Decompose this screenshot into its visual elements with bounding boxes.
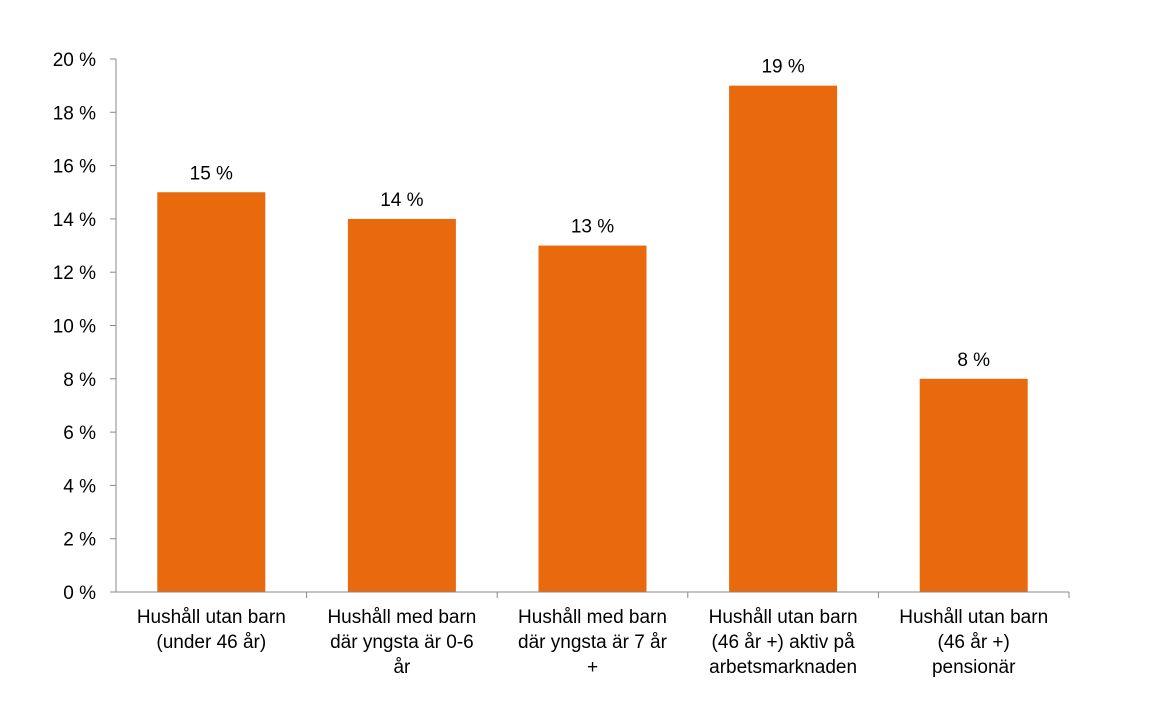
data-labels: 15 % 14 % 13 % 19 % 8 % bbox=[190, 57, 991, 371]
x-tick-label-line: där yngsta är 0-6 bbox=[330, 632, 474, 653]
x-tick-label-line: där yngsta är 7 år bbox=[518, 632, 668, 653]
y-tick-label: 6 % bbox=[63, 423, 96, 444]
x-tick-label-line: + bbox=[587, 657, 598, 678]
bar bbox=[919, 378, 1028, 592]
data-label: 14 % bbox=[380, 190, 423, 211]
x-tick-label: Hushåll utan barn (46 år +) aktiv på arbet… bbox=[709, 607, 858, 678]
x-tick-label-line: Hushåll utan barn bbox=[709, 607, 858, 628]
x-tick-label: Hushåll utan barn (46 år +) pensionär bbox=[899, 607, 1048, 678]
x-tick-label-line: Hushåll utan barn bbox=[899, 607, 1048, 628]
y-tick-label: 20 % bbox=[53, 50, 96, 71]
category-labels: Hushåll utan barn (under 46 år) Hushåll me… bbox=[137, 592, 1070, 678]
x-tick-label: Hushåll med barn där yngsta är 0-6 år bbox=[327, 607, 476, 678]
data-label: 13 % bbox=[571, 217, 614, 238]
y-axis-ticks: 0 % 2 % 4 % 6 % 8 % 10 % 12 % 14 % 16 % 18 % 20 % bbox=[53, 50, 116, 604]
bar bbox=[538, 245, 647, 593]
bar bbox=[157, 192, 266, 592]
y-tick-label: 4 % bbox=[63, 476, 96, 497]
y-tick-label: 12 % bbox=[53, 263, 96, 284]
y-tick-label: 10 % bbox=[53, 317, 96, 338]
x-tick-label-line: (46 år +) aktiv på bbox=[712, 632, 856, 653]
x-tick-label-line: pensionär bbox=[932, 657, 1016, 678]
y-tick-label: 18 % bbox=[53, 103, 96, 124]
x-tick-label-line: Hushåll utan barn bbox=[137, 607, 286, 628]
data-label: 15 % bbox=[190, 163, 233, 184]
data-label: 8 % bbox=[957, 350, 990, 371]
x-tick-label-line: arbetsmarknaden bbox=[709, 657, 857, 678]
x-tick-label-line: Hushåll med barn bbox=[327, 607, 476, 628]
y-tick-label: 8 % bbox=[63, 370, 96, 391]
x-tick-label: Hushåll utan barn (under 46 år) bbox=[137, 607, 286, 653]
bars bbox=[157, 85, 1028, 593]
y-tick-label: 2 % bbox=[63, 530, 96, 551]
y-tick-label: 16 % bbox=[53, 157, 96, 178]
y-tick-label: 0 % bbox=[63, 583, 96, 604]
bar bbox=[729, 85, 838, 593]
x-tick-label-line: (under 46 år) bbox=[156, 632, 266, 653]
y-tick-label: 14 % bbox=[53, 210, 96, 231]
data-label: 19 % bbox=[761, 57, 804, 78]
x-tick-label: Hushåll med barn där yngsta är 7 år + bbox=[518, 607, 668, 678]
bar bbox=[347, 218, 456, 592]
x-tick-label-line: år bbox=[393, 657, 411, 678]
x-tick-label-line: Hushåll med barn bbox=[518, 607, 667, 628]
x-tick-label-line: (46 år +) bbox=[938, 632, 1010, 653]
